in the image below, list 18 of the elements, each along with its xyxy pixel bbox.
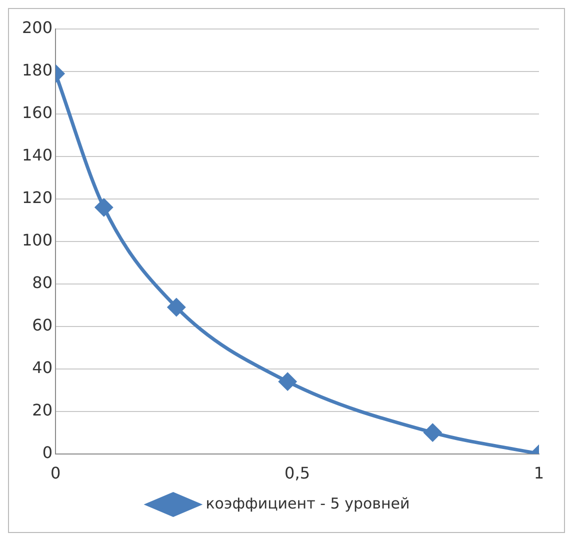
y-tick-label: 180 [22, 60, 53, 80]
y-tick-label: 80 [32, 273, 53, 292]
x-tick-label: 1 [534, 464, 544, 483]
y-tick-label: 200 [22, 18, 53, 38]
y-tick-label: 20 [32, 400, 53, 420]
x-tick-label: 0,5 [284, 464, 310, 483]
y-tick-label: 0 [42, 442, 53, 462]
y-tick-label: 100 [22, 230, 53, 250]
y-tick-label: 140 [22, 146, 53, 165]
y-tick-label: 40 [32, 358, 53, 377]
point [278, 372, 296, 390]
y-tick-label: 120 [22, 188, 53, 208]
y-tick-label: 60 [32, 316, 53, 335]
point [424, 424, 442, 442]
point [95, 198, 113, 216]
y-tick-label: 160 [22, 103, 53, 122]
point [168, 298, 186, 316]
legend-label: коэффициент - 5 уровней [206, 494, 410, 512]
